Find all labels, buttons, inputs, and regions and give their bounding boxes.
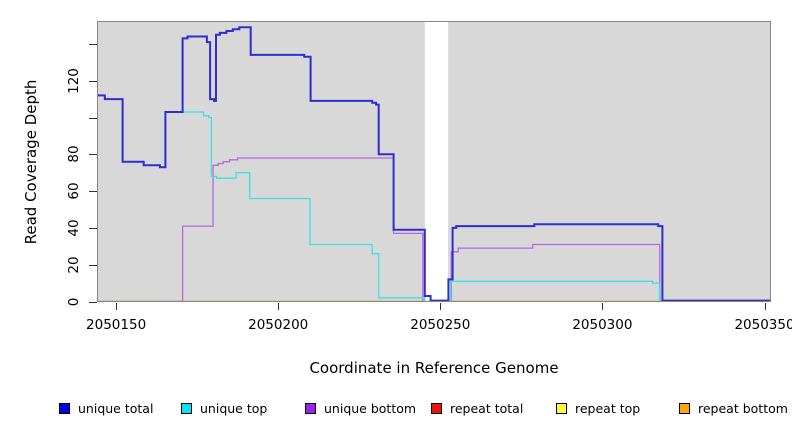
legend-item-repeat-top: repeat top	[556, 401, 640, 416]
y-tick-label: 60	[66, 182, 82, 200]
legend-item-repeat-bottom: repeat bottom	[679, 401, 788, 416]
y-tick-mark	[89, 227, 97, 229]
x-tick-mark	[116, 303, 118, 310]
legend-label: unique total	[78, 401, 154, 416]
y-tick-mark	[89, 301, 97, 303]
legend-item-unique-top: unique top	[181, 401, 267, 416]
x-tick-label: 2050200	[248, 317, 309, 333]
y-tick-label: 0	[66, 297, 82, 306]
legend-label: repeat total	[450, 401, 524, 416]
y-tick-label: 80	[66, 145, 82, 163]
legend-swatch-repeat-bottom	[679, 403, 690, 414]
legend-swatch-repeat-total	[431, 403, 442, 414]
y-tick-label: 40	[66, 219, 82, 237]
x-tick-label: 2050350	[734, 317, 792, 333]
x-tick-mark	[440, 303, 442, 310]
x-axis-title: Coordinate in Reference Genome	[309, 359, 559, 377]
y-tick-mark	[89, 80, 97, 82]
y-tick-label: 20	[66, 256, 82, 274]
plot-area	[97, 21, 771, 302]
y-tick-mark	[89, 264, 97, 266]
legend-item-unique-total: unique total	[59, 401, 153, 416]
y-axis-title: Read Coverage Depth	[22, 79, 40, 245]
legend-swatch-unique-top	[181, 403, 192, 414]
plot-border	[97, 21, 771, 302]
legend-label: repeat bottom	[698, 401, 788, 416]
x-tick-mark	[278, 303, 280, 310]
legend-item-unique-bottom: unique bottom	[305, 401, 416, 416]
y-tick-label: 120	[66, 67, 82, 94]
x-tick-mark	[602, 303, 604, 310]
y-tick-mark	[89, 191, 97, 193]
y-tick-mark	[89, 43, 97, 45]
series-unique-total-line	[97, 26, 771, 302]
y-tick-mark	[89, 154, 97, 156]
legend-swatch-unique-total	[59, 403, 70, 414]
series-unique-bottom-line	[97, 157, 771, 302]
x-tick-label: 2050250	[410, 317, 471, 333]
x-tick-label: 2050300	[572, 317, 633, 333]
x-tick-label: 2050150	[86, 317, 147, 333]
legend-label: repeat top	[575, 401, 641, 416]
legend-item-repeat-total: repeat total	[431, 401, 523, 416]
no-data-gap-band	[424, 21, 449, 302]
legend-swatch-repeat-top	[556, 403, 567, 414]
y-tick-mark	[89, 117, 97, 119]
legend-label: unique top	[200, 401, 268, 416]
legend-label: unique bottom	[324, 401, 417, 416]
legend-swatch-unique-bottom	[305, 403, 316, 414]
x-tick-mark	[764, 303, 766, 310]
